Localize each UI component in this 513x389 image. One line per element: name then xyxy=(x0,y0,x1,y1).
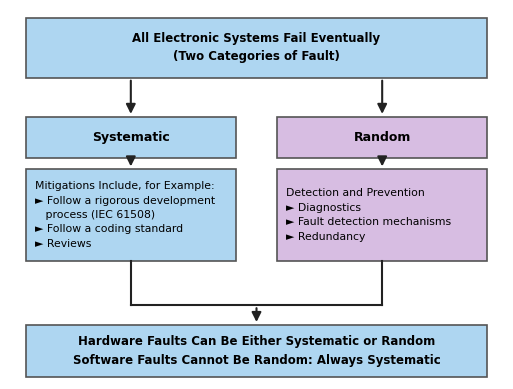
Bar xyxy=(26,117,236,158)
Text: Random: Random xyxy=(353,131,411,144)
Text: All Electronic Systems Fail Eventually
(Two Categories of Fault): All Electronic Systems Fail Eventually (… xyxy=(132,32,381,63)
Text: Mitigations Include, for Example:
► Follow a rigorous development
   process (IE: Mitigations Include, for Example: ► Foll… xyxy=(35,181,215,249)
Bar xyxy=(277,169,487,261)
Text: Systematic: Systematic xyxy=(92,131,170,144)
Bar xyxy=(26,169,236,261)
Text: Detection and Prevention
► Diagnostics
► Fault detection mechanisms
► Redundancy: Detection and Prevention ► Diagnostics ►… xyxy=(286,188,451,242)
Text: Hardware Faults Can Be Either Systematic or Random
Software Faults Cannot Be Ran: Hardware Faults Can Be Either Systematic… xyxy=(73,335,440,367)
Bar xyxy=(26,18,487,78)
Bar xyxy=(26,325,487,377)
Bar xyxy=(277,117,487,158)
